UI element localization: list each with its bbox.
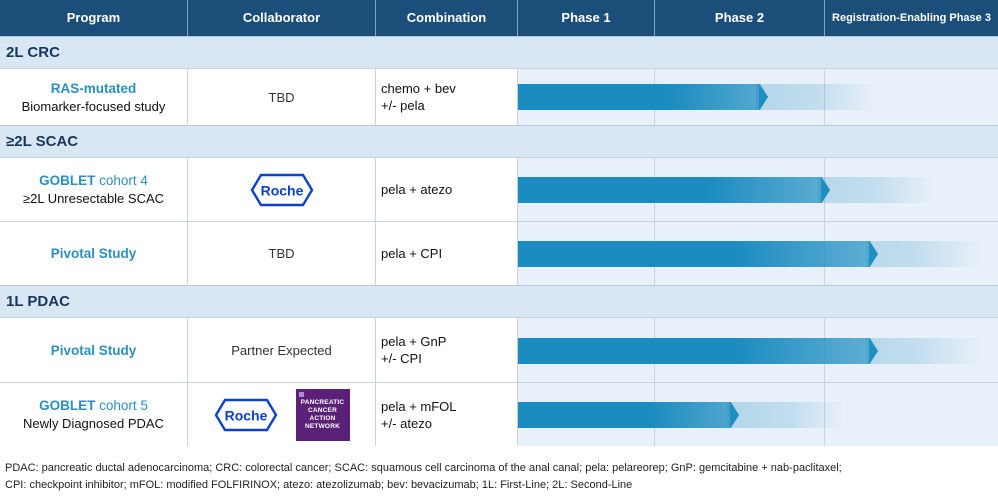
collaborator-cell: Partner Expected <box>188 318 376 382</box>
progress-bar-fill <box>518 402 650 428</box>
program-title-cohort: cohort 4 <box>99 173 148 188</box>
progress-bar <box>518 241 986 267</box>
progress-bar-tip <box>730 402 739 428</box>
program-subtitle: Newly Diagnosed PDAC <box>23 416 164 431</box>
roche-logo: Roche <box>214 398 277 431</box>
program-title: GOBLET cohort 4 <box>39 173 148 188</box>
pancreatic-cancer-action-network-logo: PANCREATIC CANCER ACTION NETWORK <box>295 388 350 441</box>
program-title-bold: GOBLET <box>39 173 96 188</box>
pcan-logo-line: CANCER <box>307 406 337 414</box>
program-subtitle: ≥2L Unresectable SCAC <box>22 191 165 206</box>
footnote-line: CPI: checkpoint inhibitor; mFOL: modifie… <box>5 479 633 491</box>
program-title: GOBLET cohort 5 <box>39 398 148 413</box>
collaborator-cell: Roche PANCREATIC CANCER ACTION NETWORK <box>188 383 376 446</box>
collaborator-text: TBD <box>268 89 295 105</box>
table-header: Program Collaborator Combination Phase 1… <box>0 0 998 36</box>
program-title: Pivotal Study <box>50 342 137 358</box>
collaborator-text: TBD <box>268 246 295 261</box>
combination-line: chemo + bev <box>381 81 456 96</box>
header-collaborator: Collaborator <box>188 0 376 36</box>
progress-bar-fill <box>518 241 734 267</box>
program-cell: Pivotal Study <box>0 222 188 285</box>
pcan-logo-line: ACTION <box>309 414 336 422</box>
combination-line: pela + GnP <box>381 334 447 349</box>
progress-bar-tail <box>727 402 847 428</box>
table-row: RAS-mutated Biomarker-focused study TBD … <box>0 68 998 125</box>
combination-line: pela + CPI <box>381 246 443 261</box>
progress-bar-tip <box>821 177 830 203</box>
program-cell: RAS-mutated Biomarker-focused study <box>0 69 188 125</box>
header-phase-2: Phase 2 <box>655 0 825 36</box>
section-2l-crc: 2L CRC <box>0 36 998 68</box>
progress-bar-tail <box>756 84 876 110</box>
program-title: Pivotal Study <box>50 246 137 261</box>
program-title: RAS-mutated <box>50 80 137 96</box>
progress-bar-fill <box>518 338 734 364</box>
combination-cell: pela + GnP +/- CPI <box>376 318 518 382</box>
progress-bar-tail <box>866 241 986 267</box>
progress-bar-tip <box>869 241 878 267</box>
combination-line: +/- CPI <box>381 351 422 366</box>
collaborator-cell: TBD <box>188 69 376 125</box>
combination-cell: pela + atezo <box>376 158 518 221</box>
pcan-logo-mark <box>298 391 304 397</box>
table-row: Pivotal Study Partner Expected pela + Gn… <box>0 317 998 382</box>
pcan-logo-line: PANCREATIC <box>300 398 345 406</box>
roche-logo: Roche <box>250 173 313 206</box>
roche-logo-text: Roche <box>224 407 267 423</box>
table-row: Pivotal Study TBD pela + CPI <box>0 221 998 285</box>
progress-bar-fill <box>518 177 705 203</box>
progress-bar-tail <box>818 177 938 203</box>
program-subtitle: Biomarker-focused study <box>21 98 166 114</box>
combination-cell: pela + mFOL +/- atezo <box>376 383 518 446</box>
program-cell: GOBLET cohort 4 ≥2L Unresectable SCAC <box>0 158 188 221</box>
progress-bar-tip <box>759 84 768 110</box>
header-phase-3: Registration-Enabling Phase 3 <box>832 12 991 24</box>
header-combination: Combination <box>376 0 518 36</box>
combination-cell: pela + CPI <box>376 222 518 285</box>
program-title-bold: GOBLET <box>39 398 96 413</box>
combination-line: pela + atezo <box>381 182 453 197</box>
combination-line: +/- pela <box>381 98 425 113</box>
progress-bar-fill <box>518 84 668 110</box>
collaborator-cell: TBD <box>188 222 376 285</box>
phase-3-cell <box>825 383 998 446</box>
combination-line: +/- atezo <box>381 415 432 431</box>
header-phase-1: Phase 1 <box>518 0 655 36</box>
combination-line: pela + mFOL <box>381 398 457 414</box>
progress-bar <box>518 84 876 110</box>
combination-cell: chemo + bev +/- pela <box>376 69 518 125</box>
collaborator-text: Partner Expected <box>231 342 332 358</box>
header-program: Program <box>0 0 188 36</box>
pcan-logo-line: NETWORK <box>305 422 340 430</box>
progress-bar <box>518 177 938 203</box>
program-cell: GOBLET cohort 5 Newly Diagnosed PDAC <box>0 383 188 446</box>
progress-bar <box>518 402 847 428</box>
progress-bar-tip <box>869 338 878 364</box>
section-1l-pdac: 1L PDAC <box>0 285 998 317</box>
program-cell: Pivotal Study <box>0 318 188 382</box>
progress-bar-tail <box>866 338 986 364</box>
progress-bar <box>518 338 986 364</box>
section-2l-scac: ≥2L SCAC <box>0 125 998 157</box>
table-row: GOBLET cohort 4 ≥2L Unresectable SCAC Ro… <box>0 157 998 221</box>
table-row: GOBLET cohort 5 Newly Diagnosed PDAC Roc… <box>0 382 998 446</box>
collaborator-cell: Roche <box>188 158 376 221</box>
roche-logo-text: Roche <box>260 182 303 198</box>
footnote-line: PDAC: pancreatic ductal adenocarcinoma; … <box>5 462 842 474</box>
program-title-cohort: cohort 5 <box>99 398 148 413</box>
